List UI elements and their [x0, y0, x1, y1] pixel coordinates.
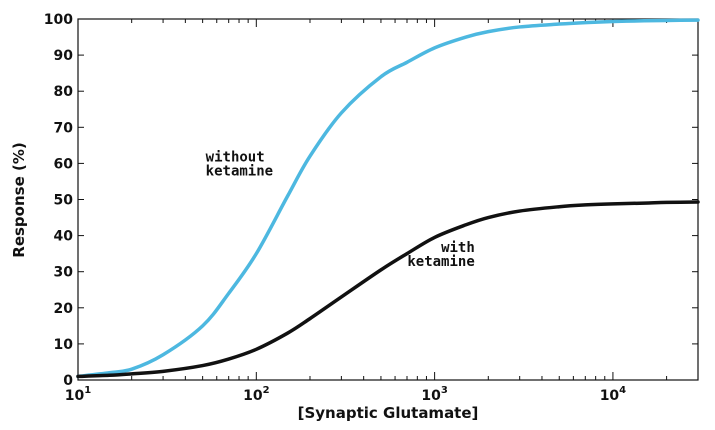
y-tick-label: 40 — [54, 229, 74, 245]
y-tick-label: 10 — [54, 337, 74, 353]
y-tick-label: 90 — [54, 48, 74, 64]
y-axis-label: Response (%) — [10, 142, 28, 257]
y-tick-labels: 0 10 20 30 40 50 60 70 80 90 100 — [44, 12, 73, 389]
y-tick-label: 70 — [54, 120, 74, 136]
x-tick-labels: 101 102 103 104 — [65, 385, 626, 404]
x-tick-label: 102 — [243, 385, 269, 404]
series-annotations: without ketamine with ketamine — [206, 150, 475, 270]
annotation-with-ketamine: with ketamine — [407, 240, 474, 270]
y-tick-label: 60 — [54, 156, 74, 172]
series-lines — [76, 18, 700, 379]
y-tick-label: 30 — [54, 265, 74, 281]
y-tick-label: 0 — [63, 373, 73, 389]
y-tick-label: 80 — [54, 84, 74, 100]
series-line-without-ketamine — [76, 18, 700, 379]
x-tick-label: 104 — [600, 385, 626, 404]
x-tick-label: 101 — [65, 385, 91, 404]
y-tick-label: 100 — [44, 12, 73, 28]
series-line-with-ketamine — [76, 200, 700, 379]
x-tick-label: 103 — [421, 385, 447, 404]
y-tick-label: 20 — [54, 301, 74, 317]
x-axis-label: [Synaptic Glutamate] — [298, 404, 479, 422]
y-tick-label: 50 — [54, 193, 74, 209]
annotation-without-ketamine: without ketamine — [206, 150, 273, 180]
